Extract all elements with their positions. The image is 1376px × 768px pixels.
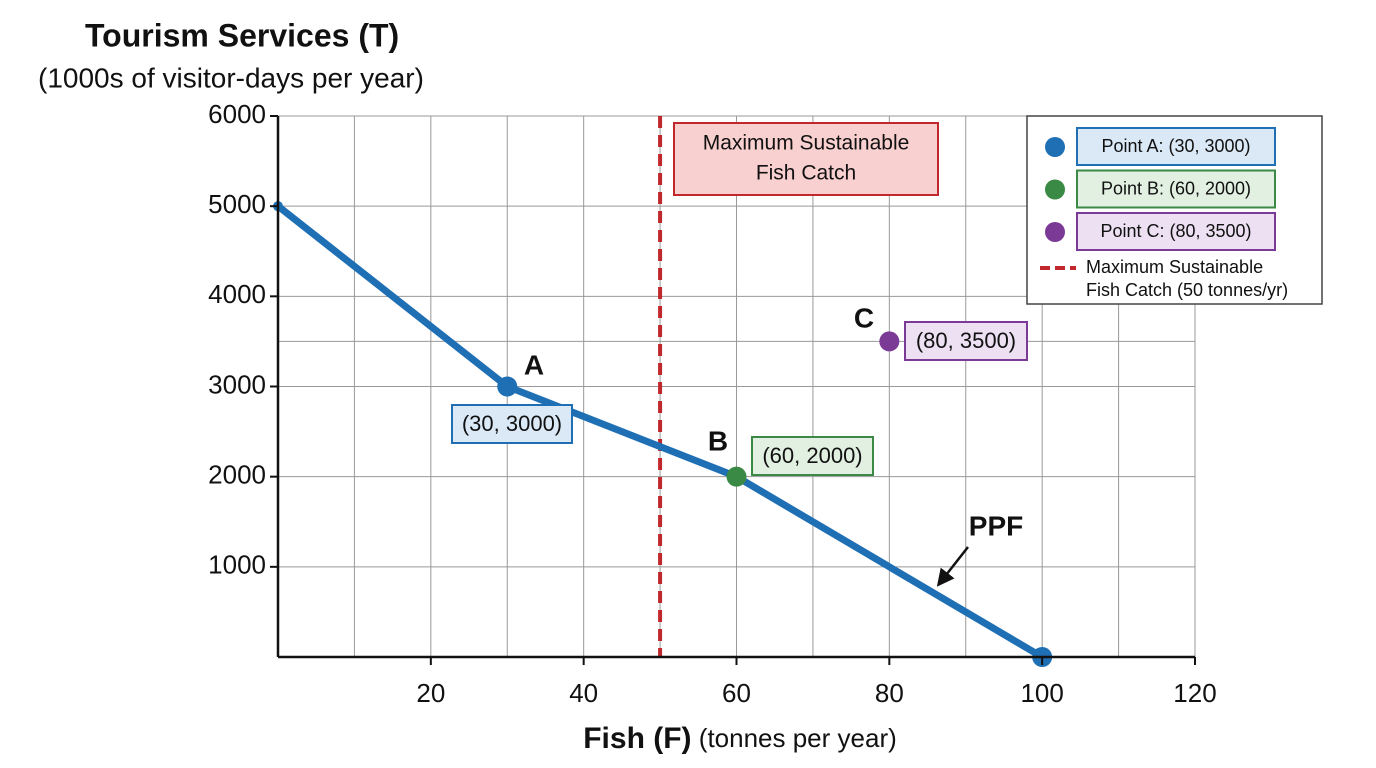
point (497, 376, 518, 397)
legend-marker (1045, 222, 1065, 242)
x-axis-label-main: Fish (F) (583, 722, 691, 755)
x-axis-label-unit: (tonnes per year) (699, 723, 897, 753)
legend: Point A: (30, 3000) Point B: (60, 2000) Po… (1026, 115, 1323, 305)
y-tick-label: 6000 (208, 99, 266, 129)
x-tick-label: 20 (416, 678, 445, 708)
legend-label: Point B: (60, 2000) (1101, 178, 1251, 198)
reference-label: Maximum Sustainable (703, 132, 910, 155)
x-tick-label: 80 (875, 678, 904, 708)
point (879, 331, 900, 352)
point (726, 466, 747, 487)
y-tick-label: 4000 (208, 279, 266, 309)
y-tick-label: 3000 (208, 369, 266, 399)
x-tick-label: 120 (1173, 678, 1216, 708)
legend-label: Point A: (30, 3000) (1101, 136, 1250, 156)
y-tick-label: 1000 (208, 550, 266, 580)
x-axis-label: Fish (F) (tonnes per year) (583, 722, 897, 755)
series-label: PPF (969, 510, 1023, 541)
x-tick-label: 100 (1020, 678, 1063, 708)
reference-label-box (673, 122, 939, 196)
point-label-box (904, 321, 1028, 361)
x-tick-label: 60 (722, 678, 751, 708)
y-tick-label: 2000 (208, 460, 266, 490)
point-name: B (708, 425, 728, 456)
point-label-box (751, 436, 874, 476)
chart-subtitle: (1000s of visitor-days per year) (38, 62, 424, 93)
point-label: (80, 3500) (916, 328, 1016, 353)
y-tick-label: 5000 (208, 189, 266, 219)
reference-label: Fish Catch (756, 162, 856, 185)
legend-label-box (1076, 127, 1276, 166)
chart-title: Tourism Services (T) (85, 17, 399, 53)
ppf-line (275, 203, 1044, 661)
legend-label-box (1076, 169, 1276, 209)
legend-label: Maximum Sustainable (1086, 257, 1263, 277)
x-tick-label: 40 (569, 678, 598, 708)
point-name: C (854, 302, 874, 333)
series-label-arrow (936, 546, 969, 587)
legend-label-box (1076, 212, 1276, 251)
point-name: A (524, 349, 544, 380)
legend-marker (1045, 179, 1065, 200)
point-label: (60, 2000) (762, 443, 862, 468)
legend-label: Fish Catch (50 tonnes/yr) (1086, 280, 1288, 300)
point-label: (30, 3000) (462, 411, 562, 436)
point-label-box (451, 404, 573, 444)
plot: Maximum Sustainable Fish Catch PPF A (30, 30… (273, 116, 1053, 667)
legend-marker (1045, 137, 1065, 157)
legend-label: Point C: (80, 3500) (1100, 221, 1251, 241)
